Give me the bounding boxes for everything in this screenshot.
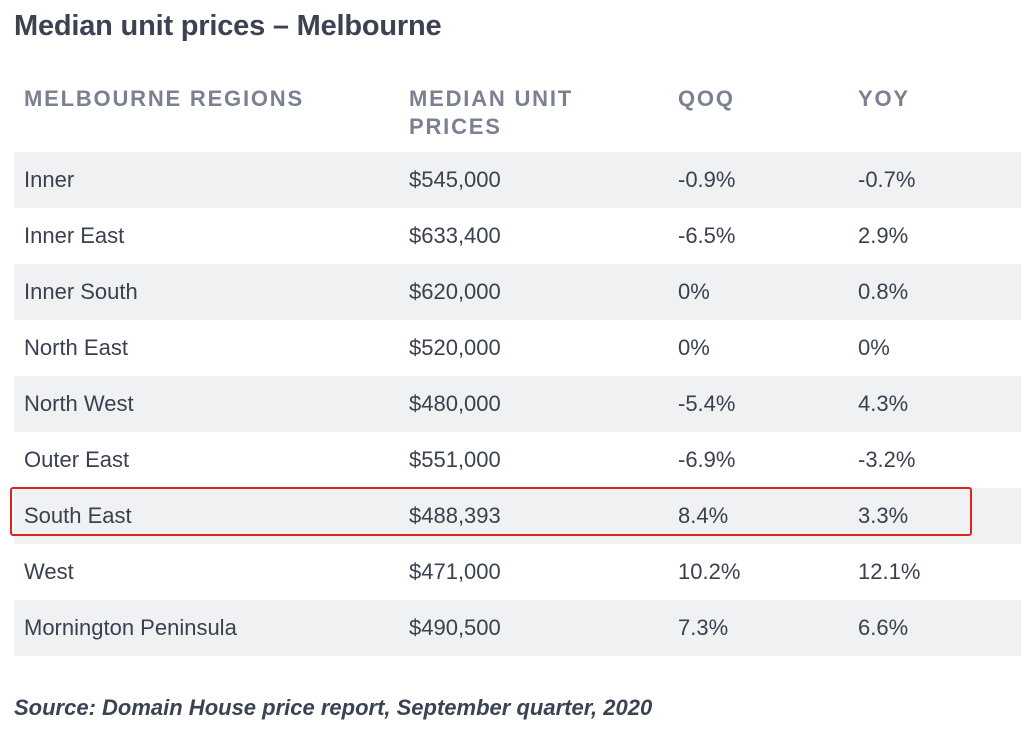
table-row: Mornington Peninsula $490,500 7.3% 6.6% xyxy=(14,600,1021,656)
prices-table: MELBOURNE REGIONS MEDIAN UNIT PRICES QOQ… xyxy=(14,80,1021,656)
table-row: Inner $545,000 -0.9% -0.7% xyxy=(14,152,1021,208)
table-header-row: MELBOURNE REGIONS MEDIAN UNIT PRICES QOQ… xyxy=(14,80,1021,152)
cell-yoy: 0% xyxy=(858,335,890,360)
cell-region: Mornington Peninsula xyxy=(24,615,237,640)
header-median-price: MEDIAN UNIT PRICES xyxy=(409,86,574,139)
cell-region: South East xyxy=(24,503,132,528)
table-row: Inner South $620,000 0% 0.8% xyxy=(14,264,1021,320)
cell-region: West xyxy=(24,559,74,584)
cell-region: North East xyxy=(24,335,128,360)
cell-yoy: -0.7% xyxy=(858,167,916,192)
cell-qoq: -5.4% xyxy=(678,391,736,416)
cell-price: $620,000 xyxy=(409,279,501,304)
table-row-highlighted: South East $488,393 8.4% 3.3% xyxy=(14,488,1021,544)
table-row: Outer East $551,000 -6.9% -3.2% xyxy=(14,432,1021,488)
cell-price: $488,393 xyxy=(409,503,501,528)
cell-price: $490,500 xyxy=(409,615,501,640)
cell-region: Inner xyxy=(24,167,75,192)
cell-price: $471,000 xyxy=(409,559,501,584)
cell-yoy: 0.8% xyxy=(858,279,909,304)
cell-yoy: 6.6% xyxy=(858,615,909,640)
source-caption: Source: Domain House price report, Septe… xyxy=(14,695,653,720)
cell-qoq: 7.3% xyxy=(678,615,729,640)
cell-region: North West xyxy=(24,391,134,416)
header-yoy: YOY xyxy=(858,86,910,111)
table-row: West $471,000 10.2% 12.1% xyxy=(14,544,1021,600)
cell-price: $480,000 xyxy=(409,391,501,416)
cell-price: $520,000 xyxy=(409,335,501,360)
cell-yoy: 4.3% xyxy=(858,391,909,416)
cell-qoq: 0% xyxy=(678,279,710,304)
cell-qoq: 8.4% xyxy=(678,503,729,528)
cell-qoq: -6.9% xyxy=(678,447,736,472)
table-row: Inner East $633,400 -6.5% 2.9% xyxy=(14,208,1021,264)
cell-region: Inner South xyxy=(24,279,138,304)
table-row: North West $480,000 -5.4% 4.3% xyxy=(14,376,1021,432)
cell-region: Inner East xyxy=(24,223,125,248)
cell-yoy: 3.3% xyxy=(858,503,909,528)
header-qoq: QOQ xyxy=(678,86,735,111)
header-regions: MELBOURNE REGIONS xyxy=(24,86,304,111)
cell-qoq: -0.9% xyxy=(678,167,736,192)
cell-price: $551,000 xyxy=(409,447,501,472)
cell-yoy: 12.1% xyxy=(858,559,921,584)
cell-price: $633,400 xyxy=(409,223,501,248)
cell-yoy: 2.9% xyxy=(858,223,909,248)
page-title: Median unit prices – Melbourne xyxy=(14,10,442,42)
cell-region: Outer East xyxy=(24,447,130,472)
cell-qoq: -6.5% xyxy=(678,223,736,248)
cell-yoy: -3.2% xyxy=(858,447,916,472)
cell-qoq: 10.2% xyxy=(678,559,741,584)
cell-qoq: 0% xyxy=(678,335,710,360)
table-row: North East $520,000 0% 0% xyxy=(14,320,1021,376)
cell-price: $545,000 xyxy=(409,167,501,192)
